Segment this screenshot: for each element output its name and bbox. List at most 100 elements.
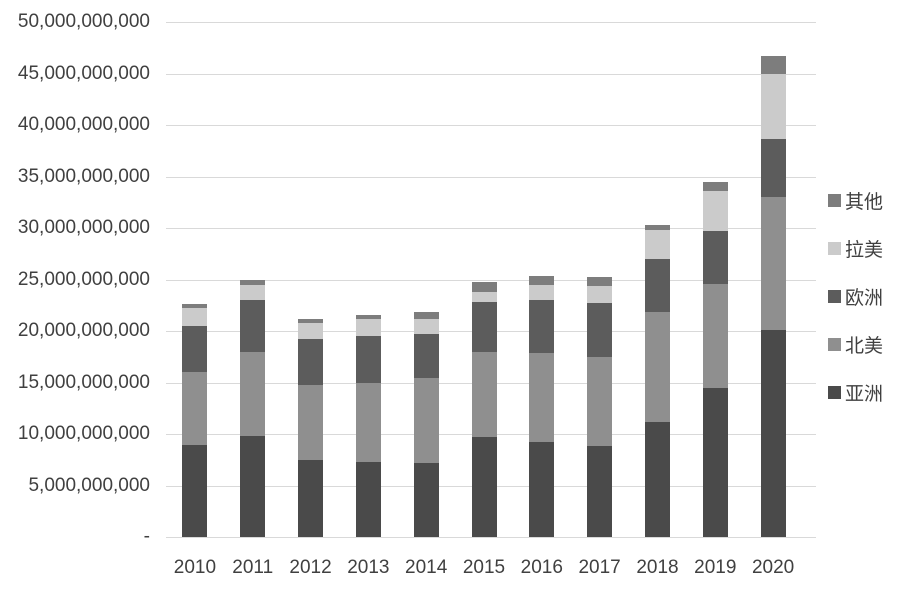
bar-segment-欧洲-2014: [413, 334, 439, 379]
bar-segment-亚洲-2014: [413, 462, 439, 537]
legend-item-亚洲: 亚洲: [828, 381, 884, 405]
legend-label: 其他: [845, 191, 884, 213]
y-axis-tick-label: 5,000,000,000: [28, 474, 150, 496]
legend-swatch-icon: [828, 289, 841, 303]
bar-segment-亚洲-2016: [529, 442, 555, 537]
bar-segment-欧洲-2019: [702, 231, 728, 284]
bar-segment-拉美-2019: [702, 190, 728, 232]
x-axis-tick-label: 2018: [636, 557, 679, 578]
bar-segment-亚洲-2012: [298, 459, 324, 537]
gridline: [166, 125, 816, 126]
legend-label: 北美: [845, 335, 884, 357]
bar-segment-其他-2018: [644, 224, 670, 231]
bar-segment-亚洲-2020: [760, 329, 786, 537]
gridline: [166, 22, 816, 23]
plot-area: [166, 22, 816, 538]
bar-segment-欧洲-2016: [529, 300, 555, 353]
x-axis-tick-label: 2020: [751, 557, 795, 578]
y-axis-tick-label: 30,000,000,000: [17, 217, 150, 238]
x-axis-tick-label: 2017: [578, 557, 621, 578]
y-axis-tick-label: 25,000,000,000: [17, 268, 150, 290]
bar-segment-拉美-2014: [413, 318, 439, 335]
bar-segment-拉美-2017: [587, 285, 613, 304]
x-axis-tick-label: 2013: [347, 557, 390, 578]
bar-segment-亚洲-2018: [644, 421, 670, 537]
gridline: [166, 176, 816, 178]
bar-segment-欧洲-2013: [355, 336, 381, 383]
gridline: [166, 279, 816, 281]
bar-segment-其他-2020: [760, 56, 786, 74]
bar-segment-北美-2014: [413, 378, 439, 463]
bar-segment-其他-2012: [298, 318, 324, 323]
bar-segment-其他-2019: [702, 181, 728, 191]
bar-segment-北美-2019: [702, 283, 728, 388]
legend-label: 拉美: [845, 239, 884, 261]
x-axis-tick-label: 2015: [462, 557, 506, 578]
bar-segment-亚洲-2015: [471, 437, 497, 537]
bar-segment-北美-2011: [240, 351, 266, 437]
legend-swatch-icon: [828, 385, 841, 399]
bar-segment-亚洲-2010: [182, 445, 208, 537]
y-axis-tick-label: 50,000,000,000: [17, 11, 150, 32]
bar-segment-其他-2011: [240, 279, 266, 285]
bar-segment-北美-2010: [182, 372, 208, 446]
bar-segment-其他-2015: [471, 281, 497, 292]
bar-segment-北美-2020: [760, 197, 786, 330]
bar-segment-欧洲-2020: [760, 139, 786, 198]
bar-segment-其他-2013: [355, 314, 381, 319]
gridline: [166, 228, 816, 229]
bar-segment-其他-2010: [182, 304, 208, 309]
y-axis-tick-label: 35,000,000,000: [17, 165, 150, 187]
bar-segment-拉美-2013: [355, 318, 381, 337]
y-axis-tick-label: 40,000,000,000: [17, 114, 150, 135]
y-axis-tick-label: 45,000,000,000: [17, 62, 150, 84]
bar-segment-欧洲-2018: [644, 258, 670, 313]
gridline: [166, 73, 816, 75]
bar-segment-北美-2012: [298, 384, 324, 460]
y-axis-tick-label: 10,000,000,000: [17, 423, 150, 444]
bar-segment-欧洲-2015: [471, 302, 497, 352]
bar-segment-北美-2016: [529, 352, 555, 443]
legend-item-北美: 北美: [828, 333, 884, 357]
legend-label: 亚洲: [845, 383, 884, 405]
bar-segment-亚洲-2017: [587, 446, 613, 537]
bar-segment-亚洲-2013: [355, 461, 381, 537]
bar-segment-拉美-2015: [471, 291, 497, 303]
bar-segment-北美-2015: [471, 351, 497, 438]
legend-swatch-icon: [828, 337, 841, 351]
x-axis-tick-label: 2012: [289, 557, 332, 578]
x-axis-tick-label: 2011: [232, 557, 274, 578]
bar-segment-拉美-2012: [298, 322, 324, 340]
bar-segment-欧洲-2017: [587, 303, 613, 357]
gridline: [166, 537, 816, 538]
bar-segment-欧洲-2012: [298, 339, 324, 385]
x-axis-tick-label: 2014: [405, 557, 448, 578]
bar-segment-拉美-2011: [240, 284, 266, 301]
bar-segment-其他-2016: [529, 276, 555, 285]
legend-item-其他: 其他: [828, 189, 884, 213]
y-axis-tick-label: -: [143, 526, 150, 547]
bar-segment-拉美-2010: [182, 308, 208, 326]
bar-segment-欧洲-2011: [240, 300, 266, 352]
legend-item-欧洲: 欧洲: [828, 285, 884, 309]
bar-segment-欧洲-2010: [182, 325, 208, 373]
bar-segment-拉美-2020: [760, 73, 786, 140]
y-axis-tick-label: 15,000,000,000: [17, 371, 150, 393]
bar-segment-亚洲-2019: [702, 387, 728, 537]
x-axis-tick-label: 2019: [694, 557, 737, 578]
legend-label: 欧洲: [845, 287, 884, 309]
bar-segment-亚洲-2011: [240, 436, 266, 537]
x-axis-tick-label: 2010: [173, 557, 217, 578]
bar-segment-其他-2014: [413, 312, 439, 319]
bar-segment-拉美-2016: [529, 284, 555, 301]
bar-segment-北美-2017: [587, 356, 613, 447]
bar-segment-拉美-2018: [644, 230, 670, 259]
bar-segment-其他-2017: [587, 277, 613, 286]
legend-swatch-icon: [828, 193, 841, 207]
bar-segment-北美-2018: [644, 312, 670, 422]
legend-item-拉美: 拉美: [828, 237, 884, 261]
bar-segment-北美-2013: [355, 382, 381, 462]
x-axis-tick-label: 2016: [520, 557, 563, 578]
y-axis-tick-label: 20,000,000,000: [17, 320, 150, 341]
